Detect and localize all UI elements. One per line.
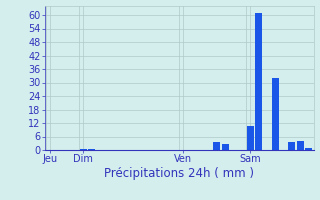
Bar <box>305 148 312 150</box>
Bar <box>247 126 254 150</box>
Bar <box>272 78 279 150</box>
Bar <box>221 144 229 150</box>
Bar <box>288 142 295 150</box>
Bar <box>88 149 95 150</box>
Bar <box>255 13 262 150</box>
X-axis label: Précipitations 24h ( mm ): Précipitations 24h ( mm ) <box>104 167 254 180</box>
Bar <box>80 149 87 150</box>
Bar <box>297 141 304 150</box>
Bar <box>213 142 220 150</box>
